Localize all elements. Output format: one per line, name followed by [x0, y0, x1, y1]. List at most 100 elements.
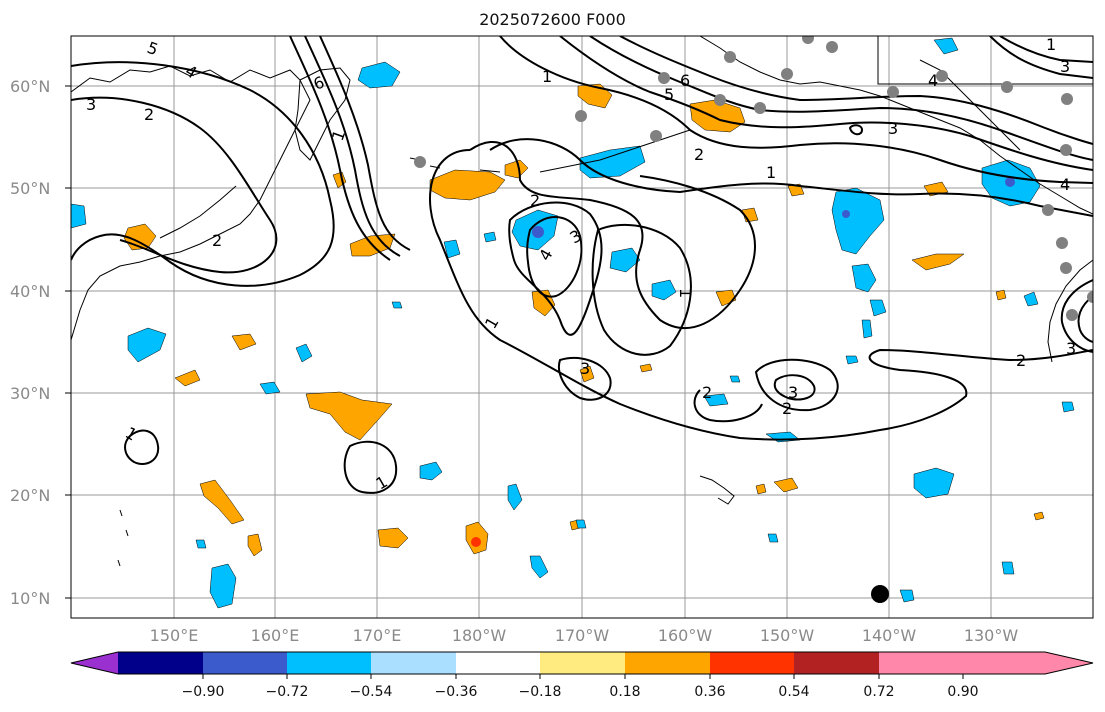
contour-line [319, 36, 411, 251]
station-dot [1061, 93, 1073, 105]
lat-label-60n: 60°N [10, 77, 51, 96]
patch-neg [845, 355, 859, 365]
contour-label: 2 [144, 105, 154, 124]
coastline-kuril [159, 185, 237, 239]
station-dot [1001, 81, 1013, 93]
patch-neg [127, 327, 167, 363]
colorbar-segment [710, 652, 794, 674]
lat-label-40n: 40°N [10, 282, 51, 301]
patch-neg [295, 343, 313, 363]
contour-line [489, 138, 1093, 217]
contour-line [289, 36, 391, 261]
colorbar-segment [540, 652, 625, 674]
lon-label-150w: 150°W [759, 626, 815, 645]
colorbar-segment [203, 652, 287, 674]
patch-neg [831, 187, 885, 255]
contour-line [124, 429, 160, 465]
contour-label: 2 [702, 383, 712, 402]
colorbar-segment [625, 652, 710, 674]
patch-neg [869, 299, 887, 317]
contour-line [71, 96, 278, 274]
patch-neg [575, 519, 587, 529]
contour-line [559, 36, 1093, 171]
patch-strong-neg [1005, 177, 1015, 187]
patch-pos [579, 365, 595, 383]
station-dot [724, 51, 736, 63]
patch-neg [703, 393, 729, 407]
patch-pos [377, 527, 409, 549]
patch-pos [923, 181, 949, 197]
patch-pos [199, 479, 245, 525]
colorbar-segment [794, 652, 879, 674]
colorbar-tick-label: 0.18 [609, 684, 641, 700]
patch-strong-neg [532, 226, 544, 238]
patch-neg [1061, 401, 1075, 413]
patch-neg [419, 461, 443, 481]
patch-strong-pos [471, 537, 481, 547]
patch-neg [357, 61, 401, 89]
coastline-gulf-inset [919, 59, 1021, 151]
contour-label: 1 [1046, 35, 1056, 54]
contour-lines [71, 36, 1093, 494]
station-dot [650, 130, 662, 142]
colorbar-tick-label: 0.72 [863, 684, 895, 700]
lon-label-150e: 150°E [149, 626, 199, 645]
contour-line [693, 389, 763, 423]
map-frame [70, 35, 1094, 619]
colorbar-tick-label: −0.18 [518, 684, 562, 700]
patch-pos [995, 289, 1007, 301]
lon-label-130w: 130°W [963, 626, 1019, 645]
colorbar-extend-low [71, 652, 118, 674]
colorbar-tick-label: −0.36 [434, 684, 478, 700]
contour-label: 1 [542, 67, 552, 86]
lat-label-50n: 50°N [10, 179, 51, 198]
contour-line [499, 36, 1093, 184]
lon-label-160w: 160°W [657, 626, 713, 645]
patch-neg [391, 301, 403, 309]
contour-label: 2 [1016, 351, 1026, 370]
patch-pos [174, 369, 201, 387]
colorbar-extend-high [963, 652, 1093, 674]
lon-label-170w: 170°W [554, 626, 610, 645]
patch-neg [767, 533, 779, 543]
patch-neg [609, 247, 641, 273]
contour-line [1060, 279, 1093, 353]
contour-label: 5 [664, 85, 674, 104]
station-dot [658, 72, 670, 84]
contour-line [304, 36, 401, 257]
patch-neg [483, 231, 497, 243]
contour-label: 3 [788, 383, 798, 402]
contour-line [999, 36, 1093, 63]
contour-line [343, 440, 398, 494]
patch-pos [639, 363, 653, 373]
patch-neg [443, 239, 461, 259]
patch-pos [911, 253, 965, 271]
patch-neg [259, 381, 281, 395]
station-dot [802, 36, 814, 44]
contour-label: 4 [1060, 175, 1070, 194]
patch-neg [729, 375, 741, 383]
contour-label: 2 [212, 231, 222, 250]
strong-negative-cores [532, 177, 1015, 238]
station-dot [1066, 309, 1078, 321]
patch-neg [209, 563, 237, 609]
colorbar-outline [70, 651, 1094, 675]
patch-neg [651, 279, 677, 301]
patch-strong-neg [842, 210, 850, 218]
patch-pos [577, 83, 613, 109]
station-dot [826, 41, 838, 53]
contour-line [469, 140, 756, 330]
patch-neg [1001, 561, 1015, 575]
contour-line [591, 223, 692, 356]
lat-label-10n: 10°N [10, 589, 51, 608]
patch-neg [1023, 291, 1039, 307]
contour-label: 1 [766, 163, 776, 182]
contour-line [71, 61, 335, 287]
contour-label: 3 [86, 95, 96, 114]
contour-label: 2 [694, 145, 704, 164]
patch-pos [247, 533, 263, 557]
patch-neg [851, 263, 877, 293]
station-dot [575, 110, 587, 122]
patch-neg [529, 555, 549, 579]
